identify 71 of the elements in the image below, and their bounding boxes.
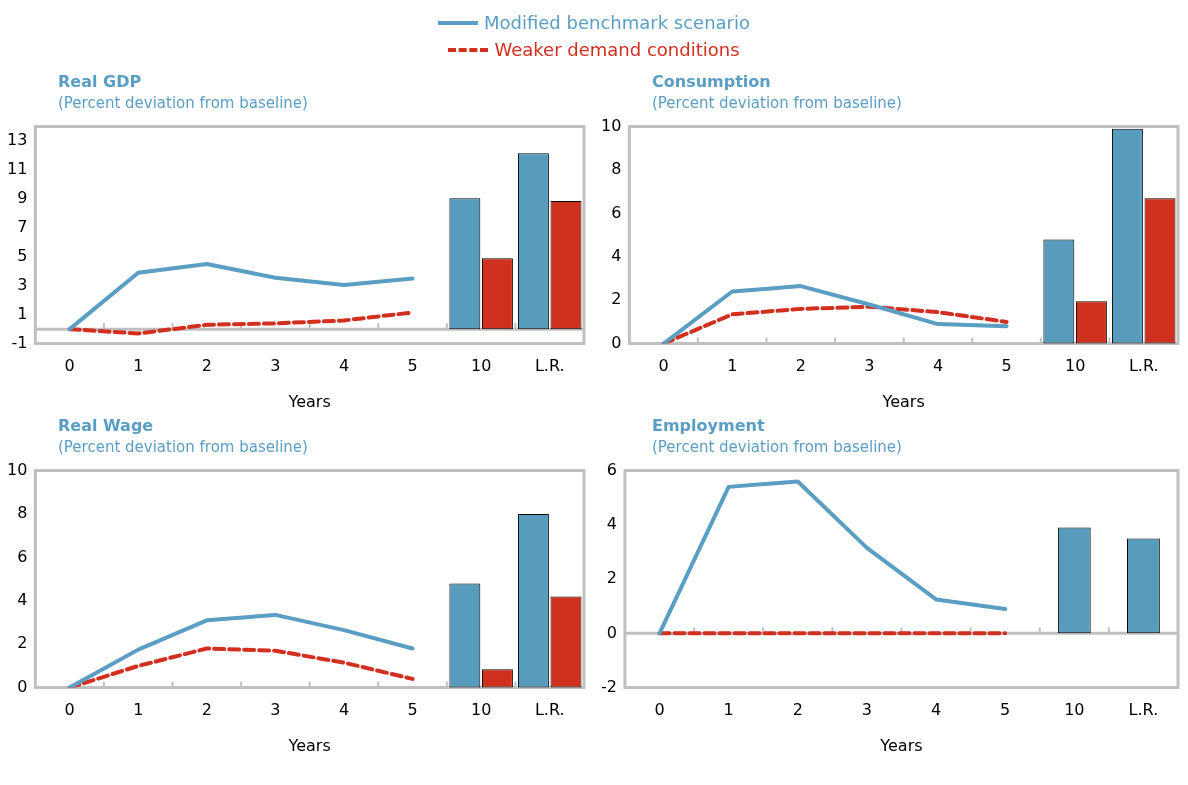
y-tick-label: 1	[17, 303, 28, 323]
x-tick-label: L.R.	[1128, 356, 1159, 376]
x-axis-title: Years	[287, 735, 331, 755]
x-tick-label: 4	[338, 700, 350, 720]
x-tick-label: 3	[270, 700, 281, 720]
x-axis-title: Years	[287, 391, 331, 411]
x-tick-label: 2	[201, 356, 212, 376]
x-tick-label: 3	[861, 700, 872, 720]
y-tick-label: 2	[611, 289, 622, 309]
x-tick-label: L.R.	[534, 356, 565, 376]
x-tick-label: 10	[1064, 356, 1086, 376]
x-tick-label: 5	[1001, 356, 1012, 376]
x-tick-label: 5	[407, 700, 418, 720]
x-tick-label: 0	[658, 356, 669, 376]
y-tick-label: 10	[7, 459, 28, 479]
x-tick-label: 3	[270, 356, 281, 376]
x-tick-label: L.R.	[1128, 700, 1159, 720]
y-tick-label: 6	[606, 459, 617, 479]
x-tick-label: 1	[723, 700, 734, 720]
chart-title: Real GDP	[57, 72, 143, 93]
y-tick-label: 7	[17, 217, 28, 237]
x-tick-label: 5	[1000, 700, 1011, 720]
y-tick-label: 4	[606, 514, 617, 534]
x-tick-label: 0	[64, 700, 75, 720]
x-tick-label: 2	[795, 356, 806, 376]
y-tick-label: 0	[606, 622, 617, 642]
x-tick-label: 1	[133, 356, 144, 376]
y-tick-label: 9	[17, 188, 28, 208]
x-tick-label: 5	[407, 356, 418, 376]
chart-subtitle: (Percent deviation from baseline)	[57, 94, 309, 114]
x-tick-label: 3	[864, 356, 875, 376]
chart-title: Employment	[651, 416, 766, 437]
y-tick-label: 6	[17, 546, 28, 566]
x-tick-label: L.R.	[534, 700, 565, 720]
y-tick-label: 0	[611, 332, 622, 352]
y-tick-label: 8	[17, 503, 28, 523]
legend-label: Modified benchmark scenario	[483, 12, 751, 33]
x-tick-label: 2	[792, 700, 803, 720]
y-tick-label: -2	[601, 676, 617, 696]
y-tick-label: 10	[601, 115, 622, 135]
x-axis-title: Years	[879, 735, 923, 755]
y-tick-label: 4	[17, 589, 28, 609]
x-tick-label: 1	[727, 356, 738, 376]
x-tick-label: 0	[64, 356, 75, 376]
y-tick-label: 4	[611, 245, 622, 265]
x-tick-label: 0	[654, 700, 665, 720]
x-tick-label: 10	[470, 356, 492, 376]
x-tick-label: 10	[1064, 700, 1085, 720]
y-tick-label: 3	[17, 274, 28, 294]
x-tick-label: 2	[201, 700, 212, 720]
y-tick-label: 2	[606, 568, 617, 588]
chart-title: Consumption	[651, 72, 772, 93]
y-tick-label: 2	[17, 633, 28, 653]
y-tick-label: 6	[611, 202, 622, 222]
legend-label: Weaker demand conditions	[494, 39, 740, 60]
x-tick-label: 4	[932, 356, 944, 376]
x-tick-label: 1	[133, 700, 144, 720]
y-tick-label: 5	[17, 245, 28, 265]
x-tick-label: 4	[338, 356, 350, 376]
y-tick-label: 0	[17, 676, 28, 696]
y-tick-label: 11	[7, 159, 28, 179]
chart-title: Real Wage	[57, 416, 155, 437]
y-tick-label: 8	[611, 159, 622, 179]
x-tick-label: 10	[470, 700, 492, 720]
chart-subtitle: (Percent deviation from baseline)	[57, 438, 309, 458]
x-axis-title: Years	[881, 391, 925, 411]
chart-subtitle: (Percent deviation from baseline)	[651, 94, 903, 114]
y-tick-label: 13	[7, 130, 28, 150]
y-tick-label: -1	[11, 332, 28, 352]
chart-subtitle: (Percent deviation from baseline)	[651, 438, 903, 458]
x-tick-label: 4	[930, 700, 942, 720]
